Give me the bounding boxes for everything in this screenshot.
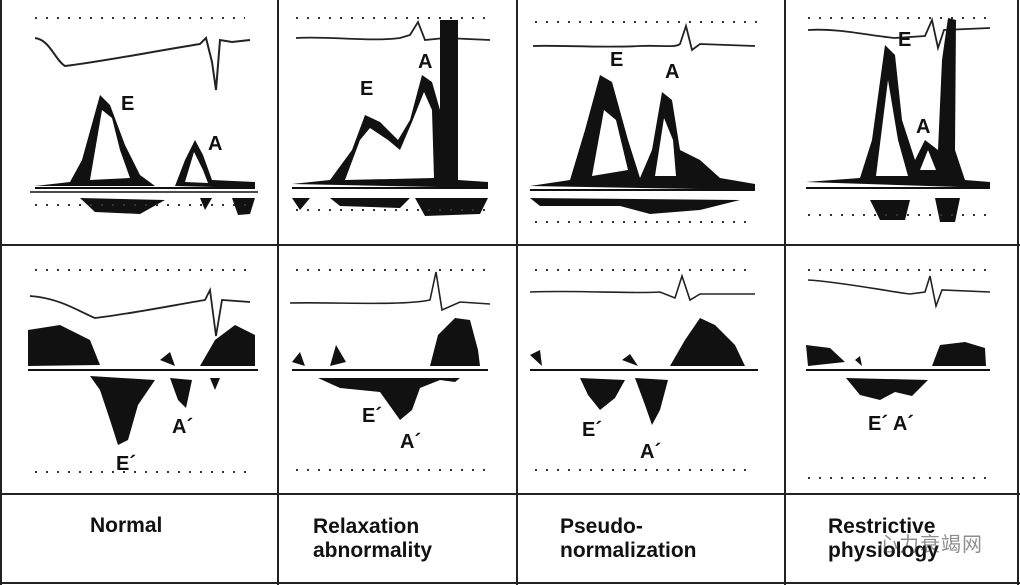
mitral-inflow-panel-relaxation: E A bbox=[292, 17, 491, 216]
caption-line: Restrictive bbox=[828, 515, 936, 538]
bottom-e-label-relaxation: E´ bbox=[362, 405, 382, 427]
caption-line: normalization bbox=[560, 539, 697, 562]
top-e-label-relaxation: E bbox=[360, 78, 373, 100]
top-e-label-pseudonormal: E bbox=[610, 49, 623, 71]
caption-restrictive-physiology: Restrictive physiology bbox=[828, 515, 939, 563]
top-a-label-restrictive: A bbox=[916, 116, 930, 138]
tissue-doppler-panel-pseudonormal: E´ A´ bbox=[529, 269, 758, 471]
mitral-inflow-panel-normal: E A bbox=[30, 17, 258, 215]
top-e-label-normal: E bbox=[121, 93, 134, 115]
watermark: 心力衰竭网 bbox=[878, 534, 983, 556]
caption-line: physiology bbox=[828, 539, 939, 562]
bottom-a-label-normal: A´ bbox=[172, 416, 193, 438]
caption-line: Relaxation bbox=[313, 515, 420, 538]
mitral-inflow-panel-pseudonormal: E A bbox=[530, 21, 760, 223]
top-a-label-relaxation: A bbox=[418, 51, 432, 73]
bottom-e-label-normal: E´ bbox=[116, 453, 136, 475]
tissue-doppler-panel-normal: E´ A´ bbox=[28, 269, 258, 475]
top-a-label-normal: A bbox=[208, 133, 222, 155]
caption-normal: Normal bbox=[90, 514, 162, 538]
top-a-label-pseudonormal: A bbox=[665, 61, 679, 83]
caption-relaxation-abnormality: Relaxation abnormality bbox=[313, 515, 432, 563]
bottom-ea-label-restrictive: E´ A´ bbox=[868, 413, 914, 435]
tissue-doppler-panel-restrictive: E´ A´ bbox=[806, 269, 991, 479]
bottom-a-label-relaxation: A´ bbox=[400, 431, 421, 453]
bottom-e-label-pseudonormal: E´ bbox=[582, 419, 602, 441]
mitral-inflow-panel-restrictive: E A bbox=[806, 17, 991, 222]
caption-pseudo-normalization: Pseudo- normalization bbox=[560, 515, 697, 563]
top-e-label-restrictive: E bbox=[898, 29, 911, 51]
bottom-a-label-pseudonormal: A´ bbox=[640, 441, 661, 463]
caption-line: abnormality bbox=[313, 539, 433, 562]
caption-line: Normal bbox=[90, 514, 163, 537]
tissue-doppler-panel-relaxation: E´ A´ bbox=[289, 269, 491, 471]
caption-line: Pseudo- bbox=[560, 515, 643, 538]
